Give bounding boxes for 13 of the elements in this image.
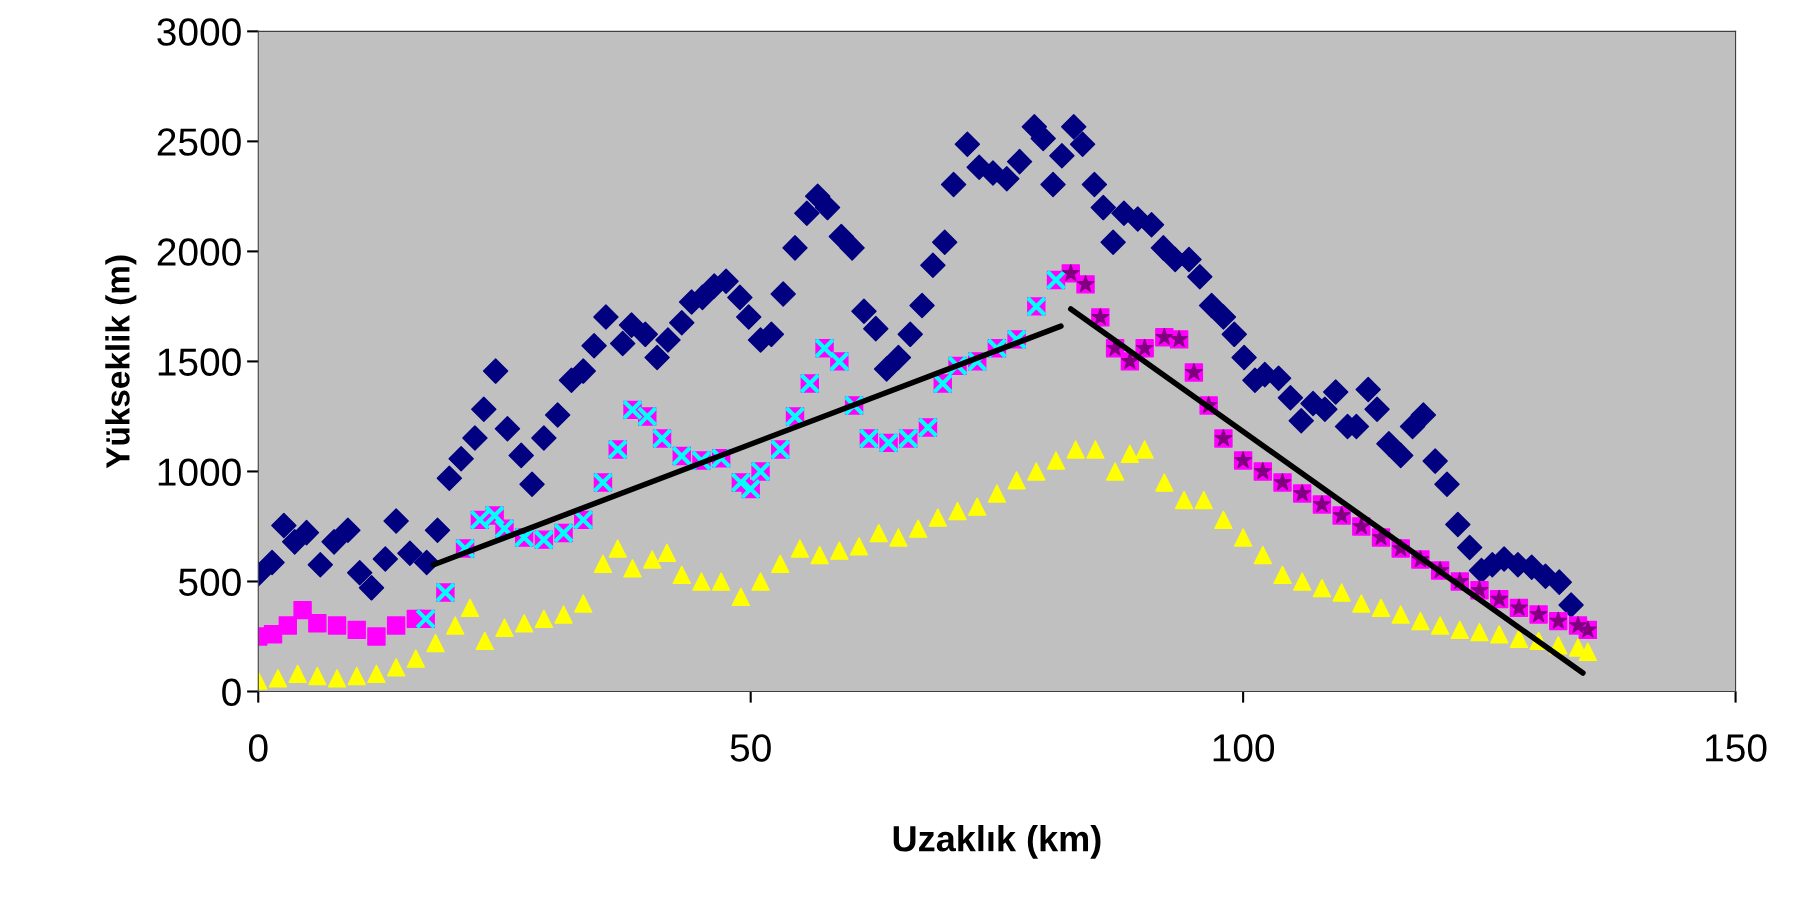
x-tick-label: 150 <box>1706 734 1767 762</box>
x-tick-label: 100 <box>1213 734 1275 762</box>
x-tick-label: 0 <box>248 734 268 762</box>
x-axis-title: Uzaklık (km) <box>893 824 1101 859</box>
y-tick-label: 2500 <box>157 128 241 156</box>
y-tick-label: 500 <box>178 568 241 596</box>
y-tick-label: 3000 <box>157 18 241 46</box>
y-tick-label: 0 <box>222 678 241 706</box>
y-axis-title: Yükseklik (m) <box>105 255 137 469</box>
y-tick-label: 1500 <box>158 348 241 376</box>
y-tick-label: 2000 <box>157 238 241 266</box>
x-tick-label: 50 <box>730 734 771 762</box>
y-tick-label: 1000 <box>158 458 241 486</box>
